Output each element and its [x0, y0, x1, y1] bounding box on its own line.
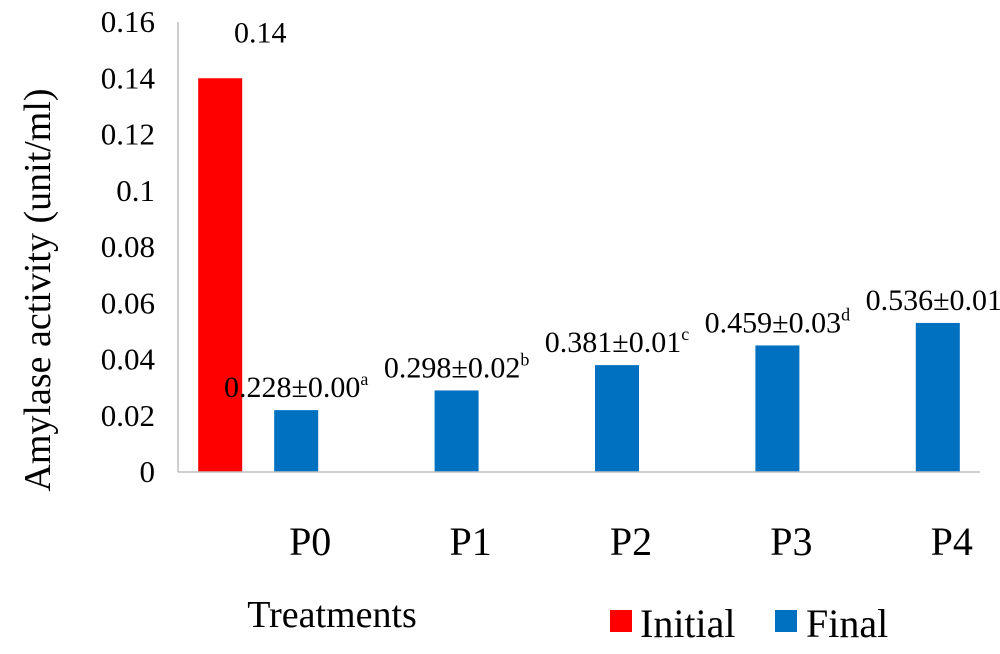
- bar-initial-p0: [198, 78, 243, 472]
- x-axis-title: Treatments: [247, 594, 417, 636]
- y-tick-labels: 0 0.02 0.04 0.06 0.08 0.1 0.12 0.14 0.16: [101, 4, 156, 489]
- bar-final-p3: [755, 345, 800, 472]
- data-label-final-p3: 0.459±0.03d: [705, 304, 850, 339]
- bar-final-p1: [434, 390, 479, 472]
- data-label-final-p1: 0.298±0.02b: [384, 349, 529, 384]
- y-tick-label: 0.04: [101, 342, 156, 377]
- legend-label-final: Final: [806, 601, 888, 646]
- y-tick-label: 0.06: [101, 285, 155, 320]
- axes: [177, 22, 980, 473]
- data-label-final-p0: 0.228±0.00a: [224, 369, 368, 404]
- y-tick-label: 0.12: [101, 117, 155, 152]
- bar-final-p4: [915, 322, 960, 472]
- data-labels: 0.14 0.228±0.00a 0.298±0.02b 0.381±0.01c 0.4…: [224, 16, 1000, 404]
- legend-swatch-initial: [610, 610, 632, 632]
- bar-final-p0: [274, 410, 319, 472]
- x-tick-label: P4: [931, 519, 973, 564]
- y-tick-label: 0.02: [101, 398, 155, 433]
- y-tick-label: 0: [140, 454, 156, 489]
- legend: Initial Final: [610, 601, 888, 646]
- bars: [198, 78, 960, 472]
- data-label-final-p4: 0.536±0.01e: [866, 282, 1000, 317]
- y-tick-label: 0.16: [101, 4, 155, 39]
- legend-label-initial: Initial: [640, 601, 736, 646]
- y-tick-label: 0.1: [116, 173, 155, 208]
- x-tick-labels: P0 P1 P2 P3 P4: [289, 519, 973, 564]
- x-tick-label: P0: [289, 519, 331, 564]
- x-tick-label: P2: [610, 519, 652, 564]
- y-tick-label: 0.14: [101, 60, 156, 95]
- x-tick-label: P3: [770, 519, 812, 564]
- y-axis-title: Amylase activity (unit/ml): [17, 88, 59, 491]
- x-tick-label: P1: [449, 519, 491, 564]
- data-label-initial-p0: 0.14: [234, 16, 287, 49]
- legend-swatch-final: [775, 610, 797, 632]
- data-label-final-p2: 0.381±0.01c: [545, 324, 689, 359]
- bar-final-p2: [595, 365, 639, 472]
- y-tick-label: 0.08: [101, 229, 155, 264]
